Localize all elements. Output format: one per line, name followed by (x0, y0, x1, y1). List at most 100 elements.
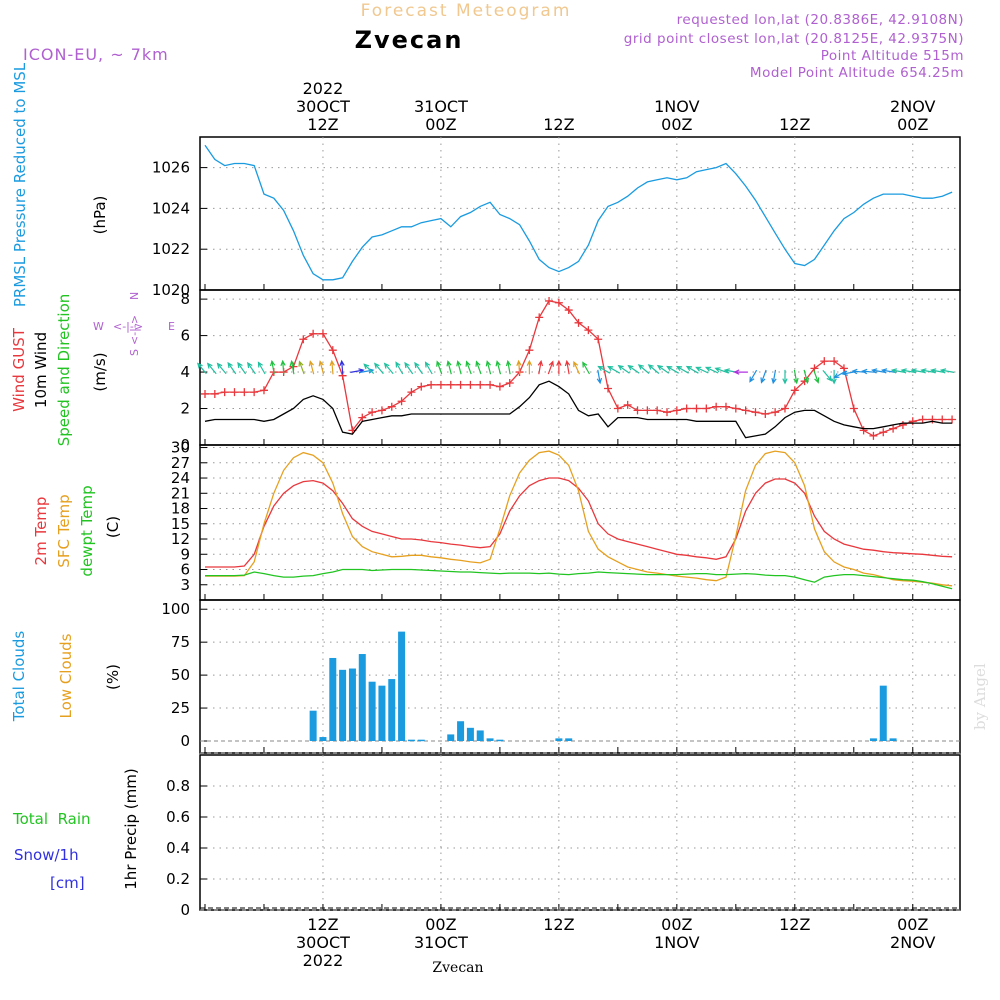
gust-marker (397, 397, 406, 406)
bar (869, 738, 877, 741)
gust-marker (721, 402, 730, 411)
y-tick-label: 9 (180, 545, 190, 563)
wind-arrow (880, 368, 896, 374)
gust-marker (368, 408, 377, 417)
model-label: ICON-EU, ~ 7km (23, 45, 169, 64)
gust-marker (682, 404, 691, 413)
wind-arrow (456, 360, 462, 375)
gust-marker (771, 408, 780, 417)
gust-marker (613, 404, 622, 413)
wind-arrow (617, 364, 630, 374)
gust-marker (584, 326, 593, 335)
wind-unit: (m/s) (91, 352, 109, 391)
gust-marker (574, 318, 583, 327)
bar (348, 668, 356, 741)
gust-marker (309, 329, 318, 338)
wind-arrow (547, 360, 554, 375)
total-clouds-label: Total Clouds (10, 631, 28, 723)
footer-location: Zvecan (432, 960, 483, 976)
gust-marker (938, 415, 947, 424)
gust-marker (446, 380, 455, 389)
gust-marker (250, 388, 259, 397)
time-label-top: 12Z (779, 115, 810, 134)
gust-marker (466, 380, 475, 389)
series-line (204, 144, 953, 281)
wind-arrow (771, 369, 777, 385)
wind-arrow (404, 361, 414, 375)
gust-marker (879, 428, 888, 437)
gust-marker (201, 389, 209, 398)
wind-arrow (803, 369, 809, 385)
gust-marker (839, 364, 848, 373)
bar (407, 739, 415, 742)
gust-marker (653, 406, 662, 415)
wind-arrow (920, 368, 935, 374)
wind-arrow (564, 359, 571, 375)
gust-marker (820, 357, 829, 366)
y-tick-label: 12 (171, 530, 190, 548)
gust-marker (220, 388, 229, 397)
wind-arrow (822, 370, 833, 382)
wind-arrow (308, 360, 315, 375)
y-tick-label: 4 (180, 363, 190, 381)
wind-arrow (573, 360, 581, 375)
bar (496, 739, 504, 742)
wind-arrow (339, 359, 345, 375)
y-tick-label: 0 (180, 732, 190, 750)
compass-e: E (168, 320, 175, 333)
gust-marker (564, 306, 573, 315)
bar (447, 734, 455, 741)
gust-marker (240, 388, 249, 397)
series-line (205, 568, 953, 590)
wind-arrow (760, 369, 767, 384)
pressure-unit: (hPa) (91, 196, 109, 235)
gust-marker (535, 313, 544, 322)
wind-arrow (733, 369, 748, 375)
speed-dir-label: Speed and Direction (55, 294, 73, 447)
gust-marker (918, 415, 927, 424)
gust-marker (849, 404, 858, 413)
gust-marker (623, 400, 632, 409)
y-tick-label: 0.6 (166, 808, 190, 826)
wind-arrow (516, 359, 522, 375)
wind-arrow (414, 361, 423, 375)
time-label-top: 12Z (307, 115, 338, 134)
time-label-bottom: 30OCT (296, 933, 350, 952)
bar (417, 739, 425, 742)
time-label-top: 2022 (303, 79, 344, 98)
wind-arrow (227, 361, 237, 375)
wind-arrow (704, 366, 719, 374)
gust-marker (407, 388, 416, 397)
axis-labels: 1020102210241026024683691215182124273000… (152, 79, 936, 970)
wind-arrow (793, 369, 799, 385)
y-tick-label: 2 (180, 400, 190, 418)
time-label-bottom: 1NOV (654, 933, 699, 952)
wind-arrow (833, 370, 847, 379)
time-label-bottom: 31OCT (414, 933, 468, 952)
gust-marker (436, 380, 445, 389)
product-title: Forecast Meteogram (361, 1, 572, 21)
gust-marker (712, 402, 721, 411)
gust-marker (761, 410, 770, 418)
wind-arrow (216, 362, 227, 375)
cloud-unit: (%) (104, 664, 122, 690)
location-title: Zvecan (355, 26, 464, 54)
wind-arrow (475, 360, 482, 375)
bar (358, 654, 366, 741)
time-label-bottom: 2022 (303, 951, 344, 970)
gust-marker (643, 406, 652, 415)
wind-arrow (465, 360, 472, 375)
compass-rose: W <-|-> E N S <-|-> (93, 292, 175, 356)
wind-arrow (749, 369, 758, 383)
wind-arrow (237, 361, 247, 375)
bar (486, 738, 494, 741)
precip-unit: 1hr Precip (mm) (122, 768, 140, 889)
bar (329, 657, 337, 741)
gust-marker (387, 402, 396, 411)
wind-arrow (280, 359, 286, 375)
time-label-top: 1NOV (654, 97, 699, 116)
wind-arrow (813, 369, 820, 384)
wind-arrow (526, 359, 533, 375)
wind-arrow (597, 365, 611, 374)
